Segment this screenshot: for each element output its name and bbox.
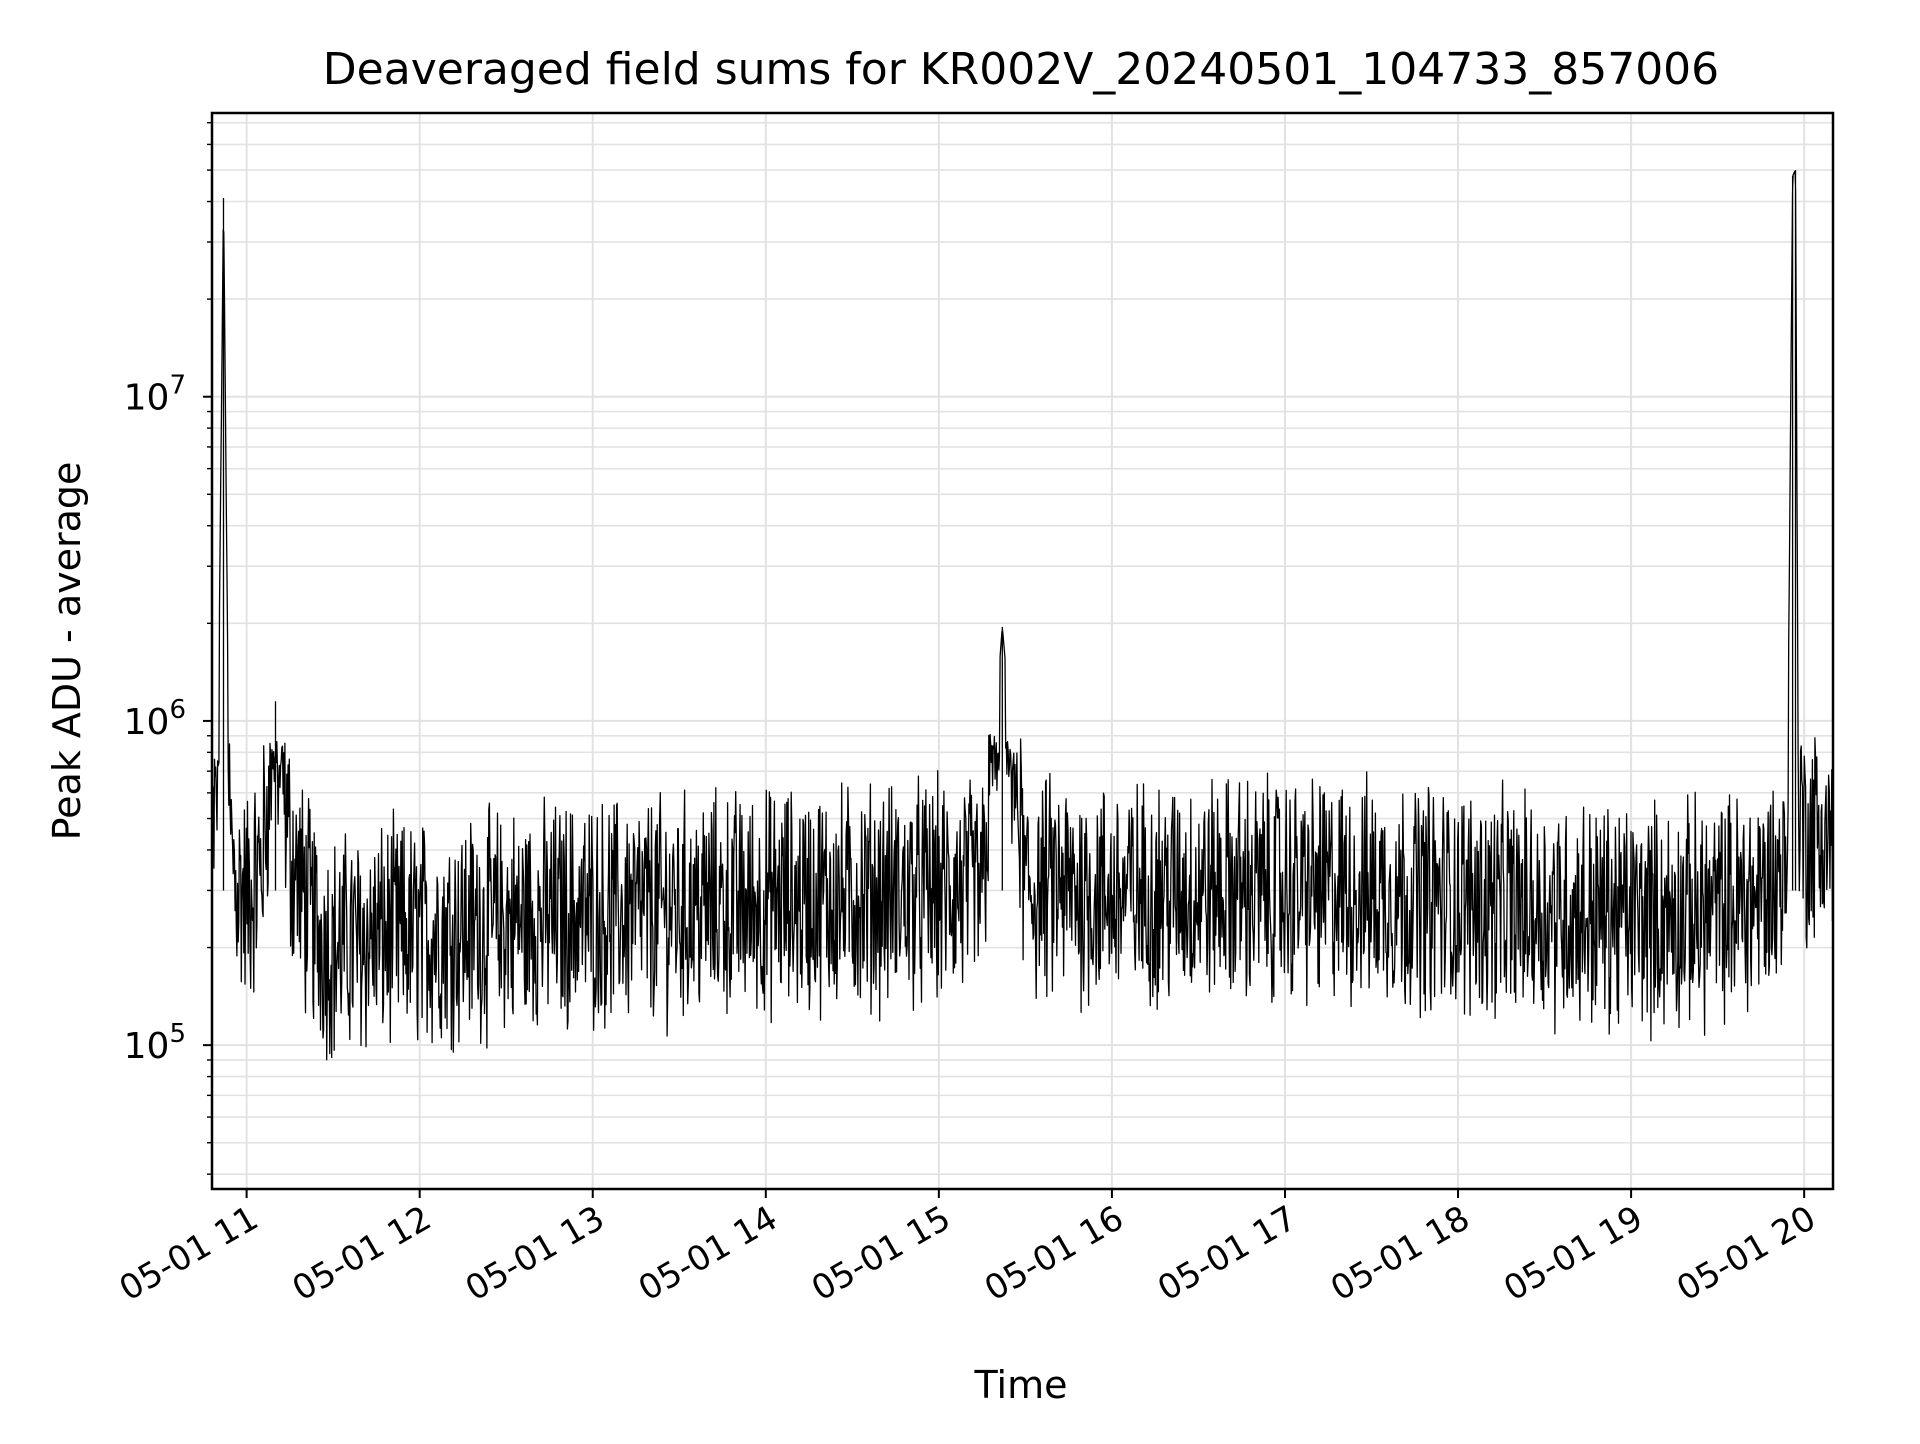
x-tick-label: 05-01 17 <box>1151 1198 1303 1309</box>
x-tick-label: 05-01 20 <box>1670 1198 1822 1309</box>
x-tick-label: 05-01 12 <box>286 1198 438 1309</box>
grid-layer <box>212 113 1833 1189</box>
y-axis-label: Peak ADU - average <box>45 462 89 841</box>
series-line <box>212 170 1833 1061</box>
y-tick-label: 105 <box>124 1019 186 1067</box>
x-tick-label: 05-01 11 <box>113 1198 265 1309</box>
x-tick-label: 05-01 19 <box>1497 1198 1649 1309</box>
ticks-layer: 05-01 11 05-01 12 05-01 13 05-01 14 05-01 15… <box>113 122 1823 1309</box>
x-tick-label: 05-01 14 <box>632 1198 784 1309</box>
x-tick-label: 05-01 18 <box>1324 1198 1476 1309</box>
chart-title: Deaveraged field sums for KR002V_2024050… <box>323 44 1719 95</box>
y-tick-label: 107 <box>124 371 186 419</box>
y-tick-label: 106 <box>124 695 186 743</box>
x-tick-label: 05-01 15 <box>805 1198 957 1309</box>
series-layer <box>212 170 1833 1061</box>
x-axis-label: Time <box>974 1363 1068 1407</box>
plot-frame <box>210 111 1835 1191</box>
x-tick-label: 05-01 13 <box>459 1198 611 1309</box>
x-tick-label: 05-01 16 <box>978 1198 1130 1309</box>
